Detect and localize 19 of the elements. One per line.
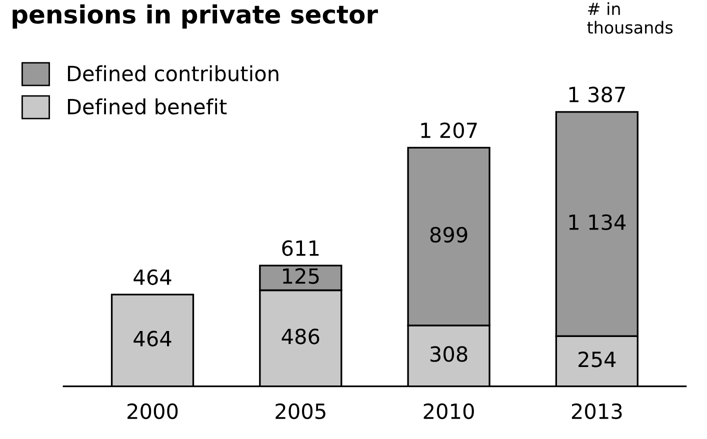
legend-label: Defined benefit <box>68 98 227 115</box>
data-label: 464 <box>134 330 172 347</box>
total-label: 1 387 <box>569 86 625 102</box>
chart-title: pensions in private sector <box>12 4 378 29</box>
data-label: 254 <box>578 352 616 368</box>
x-tick-label: 2000 <box>128 403 178 420</box>
total-label: 464 <box>134 269 172 286</box>
legend-label: Defined contribution <box>68 65 278 82</box>
total-label: 611 <box>282 240 319 256</box>
x-tick-label: 2013 <box>572 403 622 420</box>
x-tick-label: 2010 <box>424 403 474 420</box>
total-label: 1 207 <box>421 122 477 138</box>
data-label: 486 <box>282 328 320 344</box>
data-label: 125 <box>283 268 319 284</box>
data-label: 899 <box>430 226 468 243</box>
x-tick-label: 2005 <box>276 403 326 420</box>
text: # in thousands <box>587 2 673 34</box>
data-label: 1 134 <box>569 214 626 230</box>
data-label: 308 <box>430 346 468 362</box>
